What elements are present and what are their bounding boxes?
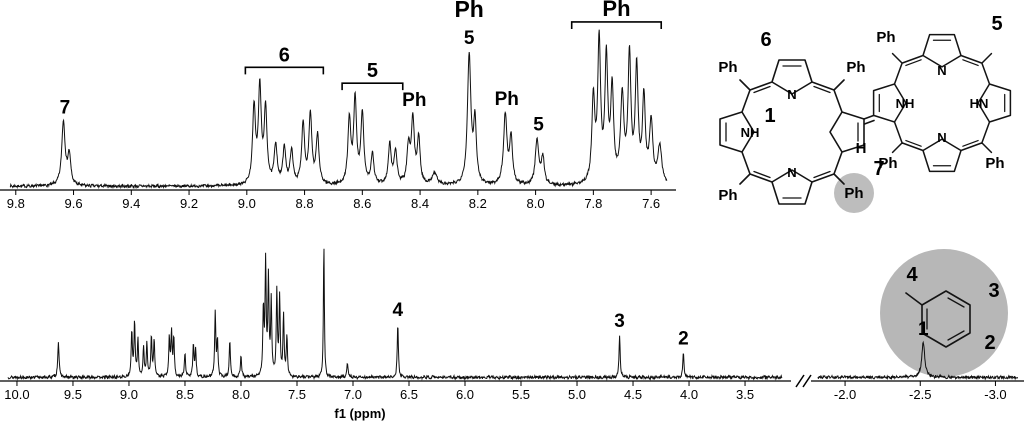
- tick-label: 8.8: [296, 196, 314, 211]
- group-bracket: [341, 82, 404, 91]
- nitrogen-label: N: [787, 87, 796, 102]
- ring-position-2-label: 2: [984, 332, 995, 354]
- tick-label: 9.8: [7, 196, 25, 211]
- nmr-trace: [9, 29, 668, 190]
- nh-label: NH: [896, 96, 915, 111]
- position-6-label: 6: [760, 29, 771, 51]
- tick-label: 8.4: [411, 196, 429, 211]
- peak-label: 6: [279, 44, 290, 66]
- nitrogen-label: N: [937, 130, 946, 145]
- phenyl-label-highlighted: Ph: [844, 185, 863, 202]
- group-bracket: [244, 66, 325, 75]
- tick-label: 4.5: [624, 387, 642, 402]
- axis-break-mark: [795, 374, 805, 388]
- tick-label: 10.0: [4, 387, 29, 402]
- hn-label: HN: [970, 96, 989, 111]
- tick-label: 7.8: [584, 196, 602, 211]
- tick-label: 8.2: [469, 196, 487, 211]
- tick-label: -3.0: [984, 387, 1006, 402]
- phenyl-label: Ph: [846, 59, 865, 76]
- phenyl-label: Ph: [878, 155, 897, 172]
- tick-label: 9.2: [180, 196, 198, 211]
- tick-label: 8.0: [232, 387, 250, 402]
- position-5-label: 5: [991, 13, 1002, 35]
- tick-label: -2.5: [909, 387, 931, 402]
- tick-label: 8.0: [527, 196, 545, 211]
- tick-label: 5.0: [568, 387, 586, 402]
- peak-label: 4: [393, 300, 404, 321]
- peak-label: Ph: [602, 0, 630, 21]
- tick-label: -2.0: [834, 387, 856, 402]
- peak-label: 7: [60, 98, 71, 119]
- phenyl-label: Ph: [985, 155, 1004, 172]
- tick-label: 4.0: [680, 387, 698, 402]
- benzene-double-bonds: [926, 297, 965, 341]
- peak-label: 3: [614, 311, 625, 332]
- tick-label: 3.5: [736, 387, 754, 402]
- porphyrin-right: [872, 33, 1012, 173]
- position-7-label: 7: [873, 158, 884, 180]
- methyl-bond: [905, 292, 923, 306]
- phenyl-label: Ph: [718, 187, 737, 204]
- aromatic-spectrum-panel: 9.8 9.6 9.4 9.2 9.0 8.8 8.6 8.4 8.2 8.0 7.8 7.6765P…: [0, 0, 676, 211]
- tick-label: 9.5: [64, 387, 82, 402]
- axis-break-mark: [802, 374, 812, 388]
- peak-label: Ph: [402, 90, 426, 111]
- phenyl-ring-inset: 4 3 2: [880, 249, 1008, 377]
- nitrogen-label: N: [787, 165, 796, 180]
- inset-gray-circle: [880, 249, 1008, 377]
- tick-label: 8.5: [176, 387, 194, 402]
- tick-label: 6.0: [456, 387, 474, 402]
- phenyl-label: Ph: [876, 29, 895, 46]
- peak-label: 5: [464, 28, 475, 49]
- peak-label: 2: [678, 328, 689, 349]
- nitrogen-label: N: [937, 63, 946, 78]
- peak-label: 5: [533, 115, 544, 136]
- nh-label: NH: [741, 125, 760, 140]
- ring-position-4-label: 4: [906, 264, 918, 286]
- meso-h-label: H: [856, 140, 867, 157]
- tick-label: 8.6: [353, 196, 371, 211]
- peak-label: 1: [918, 319, 929, 340]
- molecular-structure: 6 Ph Ph Ph Ph N NH N 1 H 7 Ph 5 N NH HN …: [718, 13, 1012, 213]
- peak-label: Ph: [495, 89, 519, 110]
- tick-label: 5.5: [512, 387, 530, 402]
- tick-label: 9.6: [64, 196, 82, 211]
- tick-label: 9.0: [120, 387, 138, 402]
- peak-label: Ph: [454, 0, 483, 22]
- tick-label: 7.0: [344, 387, 362, 402]
- phenyl-label: Ph: [718, 59, 737, 76]
- position-1-label: 1: [764, 105, 775, 127]
- nmr-trace: [817, 340, 1018, 381]
- peak-label: 5: [367, 60, 378, 82]
- group-bracket: [570, 21, 663, 29]
- nmr-trace: [7, 248, 783, 381]
- axis-title: f1 (ppm): [334, 406, 385, 421]
- tick-label: 7.6: [642, 196, 660, 211]
- tick-label: 7.5: [288, 387, 306, 402]
- meso-meso-link-bond: [863, 114, 875, 125]
- full-spectrum-panel: 10.0 9.5 9.0 8.5 8.0 7.5 7.0 6.5 6.0 5.5 5.0 4.5 4.0…: [0, 248, 1024, 421]
- tick-label: 9.0: [238, 196, 256, 211]
- tick-label: 9.4: [122, 196, 140, 211]
- tick-label: 6.5: [400, 387, 418, 402]
- ring-position-3-label: 3: [988, 280, 999, 302]
